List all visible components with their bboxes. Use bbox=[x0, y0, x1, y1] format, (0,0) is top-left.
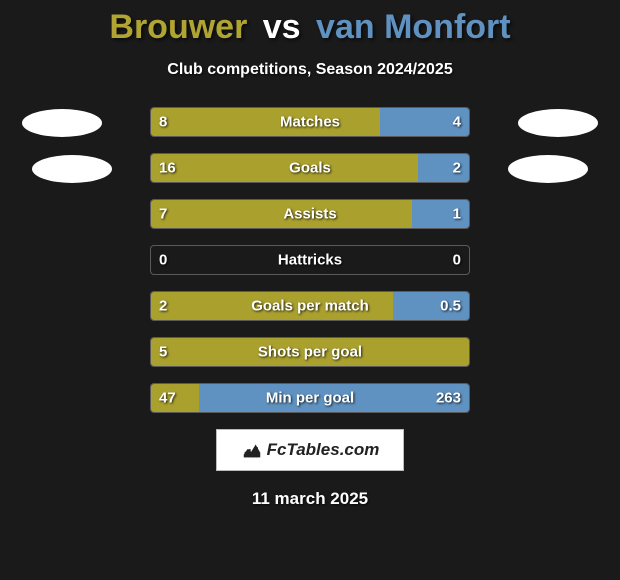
stat-label: Goals per match bbox=[251, 298, 369, 315]
stat-value-left: 5 bbox=[159, 344, 167, 361]
stat-row: 7 1 Assists bbox=[150, 199, 470, 229]
bar-right bbox=[418, 154, 469, 182]
stat-value-left: 2 bbox=[159, 298, 167, 315]
player2-name: van Monfort bbox=[316, 8, 511, 46]
team-badge-right-1 bbox=[518, 109, 598, 137]
comparison-content: 8 4 Matches 16 2 Goals 7 1 Assists 0 0 Hattricks 2 0.… bbox=[0, 107, 620, 413]
player1-name: Brouwer bbox=[109, 8, 247, 46]
team-badge-left-1 bbox=[22, 109, 102, 137]
comparison-title: Brouwer vs van Monfort bbox=[0, 0, 620, 47]
stat-row: 0 0 Hattricks bbox=[150, 245, 470, 275]
team-badge-right-2 bbox=[508, 155, 588, 183]
bar-left bbox=[151, 200, 412, 228]
vs-text: vs bbox=[263, 8, 301, 46]
team-badge-left-2 bbox=[32, 155, 112, 183]
stat-row: 47 263 Min per goal bbox=[150, 383, 470, 413]
stat-label: Goals bbox=[289, 160, 331, 177]
stat-row: 2 0.5 Goals per match bbox=[150, 291, 470, 321]
stat-value-right: 0 bbox=[453, 252, 461, 269]
stat-value-right: 4 bbox=[453, 114, 461, 131]
subtitle: Club competitions, Season 2024/2025 bbox=[0, 61, 620, 79]
stat-rows: 8 4 Matches 16 2 Goals 7 1 Assists 0 0 Hattricks 2 0.… bbox=[150, 107, 470, 413]
chart-icon bbox=[241, 439, 263, 461]
stat-value-right: 1 bbox=[453, 206, 461, 223]
stat-label: Matches bbox=[280, 114, 340, 131]
footer-date: 11 march 2025 bbox=[0, 489, 620, 509]
stat-row: 16 2 Goals bbox=[150, 153, 470, 183]
bar-left bbox=[151, 108, 380, 136]
stat-label: Shots per goal bbox=[258, 344, 362, 361]
stat-value-left: 0 bbox=[159, 252, 167, 269]
bar-left bbox=[151, 154, 418, 182]
stat-value-left: 8 bbox=[159, 114, 167, 131]
stat-label: Assists bbox=[283, 206, 336, 223]
stat-value-left: 47 bbox=[159, 390, 176, 407]
brand-text: FcTables.com bbox=[267, 440, 380, 460]
stat-label: Min per goal bbox=[266, 390, 354, 407]
stat-value-right: 263 bbox=[436, 390, 461, 407]
stat-label: Hattricks bbox=[278, 252, 342, 269]
stat-value-left: 16 bbox=[159, 160, 176, 177]
stat-value-right: 0.5 bbox=[440, 298, 461, 315]
brand-logo: FcTables.com bbox=[216, 429, 404, 471]
stat-row: 8 4 Matches bbox=[150, 107, 470, 137]
stat-row: 5 Shots per goal bbox=[150, 337, 470, 367]
stat-value-right: 2 bbox=[453, 160, 461, 177]
stat-value-left: 7 bbox=[159, 206, 167, 223]
